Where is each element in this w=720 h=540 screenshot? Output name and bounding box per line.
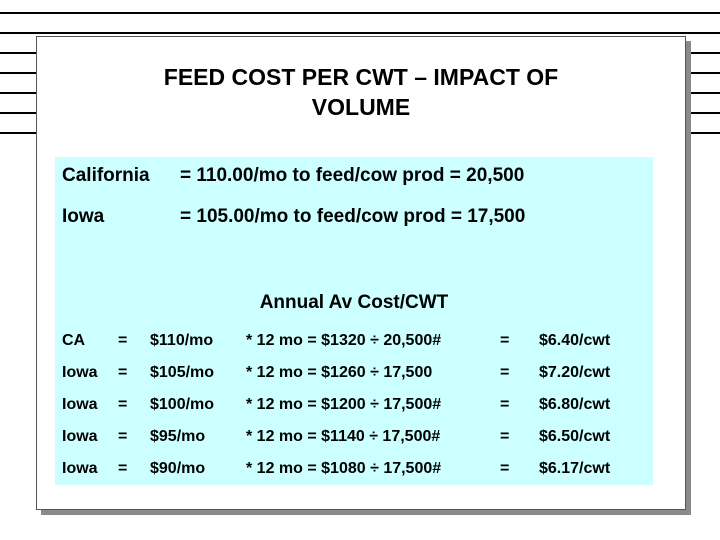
title-line-1: FEED COST PER CWT – IMPACT OF	[163, 64, 559, 90]
row-calculation: * 12 mo = $1320 ÷ 20,500#	[246, 332, 442, 349]
row-monthly: $90/mo	[150, 460, 206, 477]
row-state: Iowa	[62, 396, 98, 413]
row-monthly: $110/mo	[150, 332, 214, 349]
row-result: $6.80/cwt	[539, 396, 611, 413]
row-monthly: $100/mo	[150, 396, 215, 413]
row-equals: =	[118, 396, 128, 413]
row-result: $6.17/cwt	[539, 460, 611, 477]
row-monthly: $105/mo	[150, 364, 215, 381]
row-state: Iowa	[62, 364, 98, 381]
row-calculation: * 12 mo = $1140 ÷ 17,500#	[246, 428, 441, 445]
row-equals-result: =	[500, 428, 510, 445]
row-equals: =	[118, 428, 128, 445]
row-equals: =	[118, 364, 128, 381]
row-result: $6.50/cwt	[539, 428, 611, 445]
row-state: Iowa	[62, 460, 98, 477]
row-result: $7.20/cwt	[539, 364, 611, 381]
row-equals-result: =	[500, 460, 510, 477]
content-panel	[55, 157, 653, 485]
title-line-2: VOLUME	[311, 94, 411, 120]
row-equals-result: =	[500, 332, 510, 349]
row-calculation: * 12 mo = $1200 ÷ 17,500#	[246, 396, 442, 413]
row-calculation: * 12 mo = $1260 ÷ 17,500	[246, 364, 433, 381]
row-equals-result: =	[500, 364, 510, 381]
row-equals: =	[118, 460, 128, 477]
row-calculation: * 12 mo = $1080 ÷ 17,500#	[246, 460, 442, 477]
row-monthly: $95/mo	[150, 428, 206, 445]
row-state: Iowa	[62, 428, 98, 445]
row-result: $6.40/cwt	[539, 332, 611, 349]
california-text: = 110.00/mo to feed/cow prod = 20,500	[180, 165, 525, 186]
row-equals: =	[118, 332, 128, 349]
row-state: CA	[62, 332, 86, 349]
row-equals-result: =	[500, 396, 510, 413]
table-subtitle: Annual Av Cost/CWT	[259, 292, 449, 313]
iowa-text: = 105.00/mo to feed/cow prod = 17,500	[180, 206, 526, 227]
iowa-label: Iowa	[62, 206, 105, 227]
slide-title: FEED COST PER CWT – IMPACT OF VOLUME	[36, 62, 686, 122]
california-label: California	[62, 165, 150, 186]
